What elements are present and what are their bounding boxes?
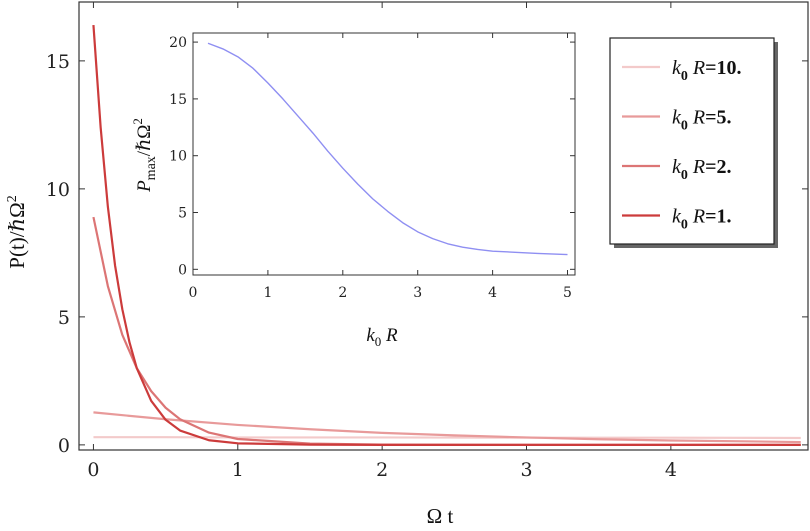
inset-y-label-p: P	[134, 180, 155, 193]
legend-item: k0 R=2.	[622, 156, 732, 183]
main-x-tick-label: 4	[665, 459, 677, 481]
inset-x-tick-label: 5	[563, 285, 572, 301]
legend-value: =1.	[705, 206, 731, 228]
inset-plot-series	[207, 42, 568, 256]
inset-series-line-1	[207, 42, 568, 256]
inset-y-tick-label: 20	[169, 35, 187, 51]
inset-y-label-sup: 2	[130, 118, 145, 125]
legend-value: =2.	[705, 156, 731, 178]
main-series-line-2	[93, 411, 801, 444]
legend-r: R	[688, 156, 705, 178]
main-x-tick-label: 3	[520, 459, 532, 481]
inset-plot-frame	[192, 32, 576, 276]
main-series-line-4	[92, 24, 801, 446]
legend-k: k	[672, 57, 682, 79]
main-plot-series	[92, 24, 801, 446]
inset-y-tick-label: 10	[169, 149, 187, 165]
legend-item: k0 R=1.	[622, 206, 732, 233]
inset-y-tick-label: 5	[178, 206, 187, 222]
inset-x-tick-label: 4	[488, 285, 497, 301]
svg-text:P(t)/ℏΩ2: P(t)/ℏΩ2	[5, 195, 29, 268]
inset-background	[158, 26, 586, 288]
legend-item: k0 R=10.	[622, 57, 742, 84]
legend-value: =5.	[705, 107, 731, 129]
legend-r: R	[688, 206, 705, 228]
legend-label: k0 R=5.	[672, 107, 732, 134]
inset-y-label-rest: /ℏΩ	[134, 125, 155, 157]
inset-y-tick-label: 15	[169, 92, 187, 108]
legend-label: k0 R=1.	[672, 206, 732, 233]
main-y-tick-label: 0	[58, 435, 70, 457]
main-y-label-text: P(t)/ℏΩ	[5, 202, 29, 268]
legend-r: R	[688, 107, 705, 129]
svg-text:Pmax/ℏΩ2: Pmax/ℏΩ2	[130, 118, 159, 193]
main-x-axis-label: Ω t	[427, 504, 454, 528]
main-y-tick-label: 10	[46, 179, 70, 201]
legend-items: k0 R=10.k0 R=5.k0 R=2.k0 R=1.	[622, 57, 742, 233]
legend-k: k	[672, 156, 682, 178]
legend-k: k	[672, 206, 682, 228]
legend-r: R	[688, 57, 705, 79]
inset-x-tick-label: 0	[189, 285, 198, 301]
inset-x-label-k: k	[366, 325, 375, 346]
legend: k0 R=10.k0 R=5.k0 R=2.k0 R=1.	[609, 37, 778, 248]
legend-label: k0 R=10.	[672, 57, 742, 84]
inset-x-axis-label: k0 R	[366, 325, 398, 349]
main-x-tick-label: 1	[232, 459, 244, 481]
legend-item: k0 R=5.	[622, 107, 732, 134]
legend-label: k0 R=2.	[672, 156, 732, 183]
inset-x-tick-label: 1	[263, 285, 272, 301]
main-y-tick-label: 15	[46, 51, 70, 73]
inset-y-tick-label: 0	[178, 262, 187, 278]
inset-y-axis-label: Pmax/ℏΩ2	[130, 118, 159, 193]
inset-x-tick-label: 2	[338, 285, 347, 301]
main-series-line-1	[93, 436, 801, 440]
inset-axis-ticks: 0 1 2 3 4 5 0 5 10 15 20	[169, 33, 575, 301]
legend-k: k	[672, 107, 682, 129]
main-y-tick-label: 5	[58, 307, 70, 329]
legend-sub: 0	[681, 69, 688, 84]
main-y-label-sup: 2	[5, 195, 20, 202]
inset-x-label-r: R	[381, 325, 398, 346]
legend-sub: 0	[681, 119, 688, 134]
inset-x-tick-label: 3	[413, 285, 422, 301]
legend-value: =10.	[705, 57, 741, 79]
main-y-axis-label: P(t)/ℏΩ2	[5, 195, 29, 268]
main-x-tick-label: 2	[376, 459, 388, 481]
inset-y-label-sub: max	[144, 156, 159, 180]
legend-sub: 0	[681, 218, 688, 233]
main-x-tick-label: 0	[87, 459, 99, 481]
main-plot-frame	[78, 1, 809, 451]
legend-sub: 0	[681, 168, 688, 183]
inset-x-label-sub: 0	[375, 334, 382, 349]
legend-box	[609, 37, 775, 245]
